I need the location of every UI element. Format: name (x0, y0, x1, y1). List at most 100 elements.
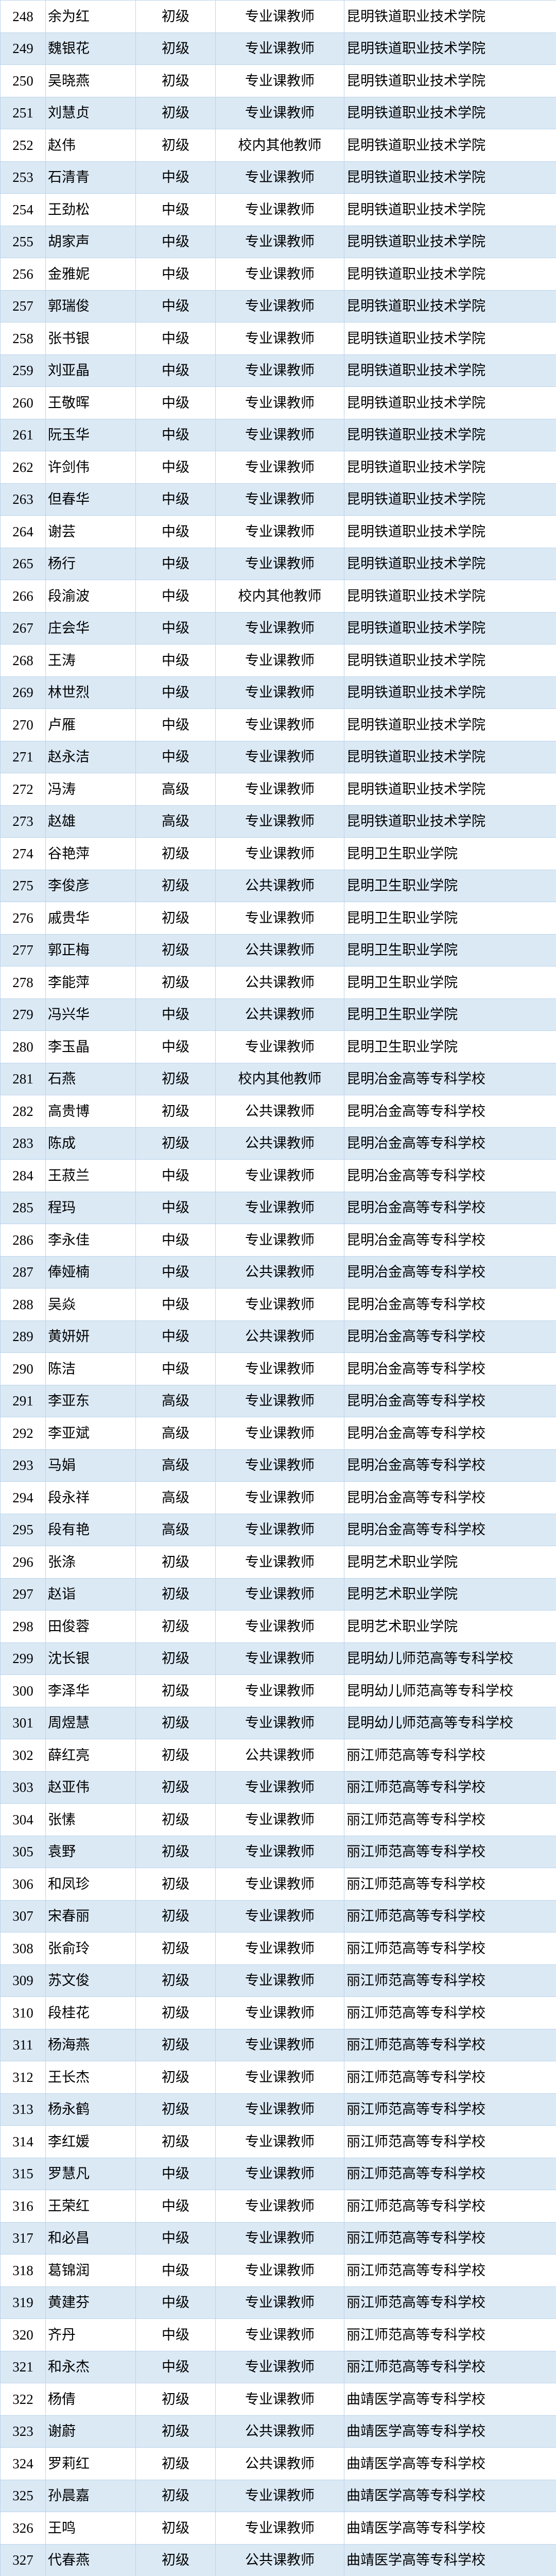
teacher-name-cell: 刘亚晶 (45, 354, 136, 387)
row-index-cell: 263 (0, 483, 46, 516)
teacher-level-cell: 中级 (135, 1191, 216, 1224)
teacher-level-cell: 初级 (135, 934, 216, 967)
teacher-category-cell: 公共课教师 (215, 1739, 344, 1772)
institution-cell: 昆明卫生职业学院 (344, 1030, 556, 1063)
teacher-category-cell: 专业课教师 (215, 1996, 344, 2029)
teacher-name-cell: 马娟 (45, 1449, 136, 1482)
row-index-cell: 302 (0, 1739, 46, 1772)
institution-cell: 丽江师范高等专科学校 (344, 2157, 556, 2190)
teacher-level-cell: 中级 (135, 1256, 216, 1289)
row-index-cell: 286 (0, 1224, 46, 1257)
teacher-level-cell: 初级 (135, 64, 216, 97)
institution-cell: 昆明冶金高等专科学校 (344, 1191, 556, 1224)
institution-cell: 丽江师范高等专科学校 (344, 2350, 556, 2383)
institution-cell: 昆明卫生职业学院 (344, 902, 556, 935)
row-index-cell: 281 (0, 1062, 46, 1095)
teacher-category-cell: 专业课教师 (215, 322, 344, 355)
teacher-category-cell: 专业课教师 (215, 2190, 344, 2223)
teacher-category-cell: 专业课教师 (215, 515, 344, 548)
table-row: 275 李俊彦 初级 公共课教师 昆明卫生职业学院 (0, 869, 556, 902)
institution-cell: 昆明冶金高等专科学校 (344, 1127, 556, 1160)
institution-cell: 昆明铁道职业技术学院 (344, 129, 556, 162)
institution-cell: 昆明冶金高等专科学校 (344, 1256, 556, 1289)
teacher-name-cell: 王荣红 (45, 2190, 136, 2223)
institution-cell: 昆明卫生职业学院 (344, 966, 556, 999)
teacher-level-cell: 中级 (135, 644, 216, 677)
teacher-level-cell: 初级 (135, 32, 216, 65)
institution-cell: 昆明铁道职业技术学院 (344, 290, 556, 323)
institution-cell: 昆明冶金高等专科学校 (344, 1384, 556, 1417)
teacher-name-cell: 赵亚伟 (45, 1771, 136, 1804)
teacher-level-cell: 中级 (135, 1288, 216, 1321)
teacher-level-cell: 中级 (135, 290, 216, 323)
row-index-cell: 296 (0, 1546, 46, 1579)
teacher-category-cell: 公共课教师 (215, 869, 344, 902)
table-row: 265 杨行 中级 专业课教师 昆明铁道职业技术学院 (0, 547, 556, 580)
teacher-name-cell: 赵永洁 (45, 740, 136, 773)
institution-cell: 昆明铁道职业技术学院 (344, 161, 556, 194)
institution-cell: 丽江师范高等专科学校 (344, 1835, 556, 1868)
teacher-name-cell: 段渝波 (45, 580, 136, 613)
teacher-category-cell: 专业课教师 (215, 258, 344, 291)
institution-cell: 昆明铁道职业技术学院 (344, 322, 556, 355)
teacher-name-cell: 苏文俊 (45, 1964, 136, 1997)
teacher-category-cell: 专业课教师 (215, 451, 344, 484)
table-row: 284 王菽兰 中级 专业课教师 昆明冶金高等专科学校 (0, 1159, 556, 1192)
table-row: 270 卢雁 中级 专业课教师 昆明铁道职业技术学院 (0, 708, 556, 741)
row-index-cell: 288 (0, 1288, 46, 1321)
teacher-category-cell: 专业课教师 (215, 2125, 344, 2158)
table-row: 303 赵亚伟 初级 专业课教师 丽江师范高等专科学校 (0, 1771, 556, 1804)
teacher-category-cell: 专业课教师 (215, 2028, 344, 2061)
row-index-cell: 254 (0, 193, 46, 226)
teacher-category-cell: 专业课教师 (215, 483, 344, 516)
teacher-level-cell: 中级 (135, 225, 216, 258)
teacher-level-cell: 中级 (135, 2318, 216, 2351)
teacher-level-cell: 初级 (135, 1964, 216, 1997)
institution-cell: 丽江师范高等专科学校 (344, 2093, 556, 2126)
teacher-level-cell: 初级 (135, 1674, 216, 1707)
teacher-level-cell: 高级 (135, 1481, 216, 1514)
row-index-cell: 299 (0, 1642, 46, 1675)
teacher-category-cell: 公共课教师 (215, 2415, 344, 2448)
table-row: 257 郭瑞俊 中级 专业课教师 昆明铁道职业技术学院 (0, 290, 556, 323)
table-row: 321 和永杰 中级 专业课教师 丽江师范高等专科学校 (0, 2350, 556, 2383)
institution-cell: 丽江师范高等专科学校 (344, 2125, 556, 2158)
teacher-name-cell: 段有艳 (45, 1513, 136, 1546)
teacher-level-cell: 初级 (135, 2447, 216, 2480)
teacher-name-cell: 李能萍 (45, 966, 136, 999)
teacher-category-cell: 专业课教师 (215, 1546, 344, 1579)
institution-cell: 昆明铁道职业技术学院 (344, 644, 556, 677)
teacher-name-cell: 郭正梅 (45, 934, 136, 967)
institution-cell: 昆明铁道职业技术学院 (344, 258, 556, 291)
teacher-name-cell: 黄妍妍 (45, 1320, 136, 1353)
teacher-level-cell: 高级 (135, 1417, 216, 1450)
institution-cell: 丽江师范高等专科学校 (344, 2318, 556, 2351)
teacher-name-cell: 赵雄 (45, 805, 136, 838)
teacher-name-cell: 王涛 (45, 644, 136, 677)
institution-cell: 曲靖医学高等专科学校 (344, 2447, 556, 2480)
teacher-level-cell: 中级 (135, 2157, 216, 2190)
institution-cell: 昆明冶金高等专科学校 (344, 1159, 556, 1192)
institution-cell: 昆明艺术职业学院 (344, 1546, 556, 1579)
row-index-cell: 265 (0, 547, 46, 580)
teacher-category-cell: 专业课教师 (215, 1352, 344, 1385)
row-index-cell: 300 (0, 1674, 46, 1707)
teacher-level-cell: 初级 (135, 2061, 216, 2094)
table-row: 307 宋春丽 初级 专业课教师 丽江师范高等专科学校 (0, 1900, 556, 1933)
table-row: 271 赵永洁 中级 专业课教师 昆明铁道职业技术学院 (0, 740, 556, 773)
row-index-cell: 304 (0, 1803, 46, 1836)
teacher-category-cell: 专业课教师 (215, 2286, 344, 2319)
table-row: 317 和必昌 中级 专业课教师 丽江师范高等专科学校 (0, 2222, 556, 2255)
row-index-cell: 295 (0, 1513, 46, 1546)
teacher-name-cell: 罗慧凡 (45, 2157, 136, 2190)
teacher-category-cell: 公共课教师 (215, 1095, 344, 1128)
table-row: 295 段有艳 高级 专业课教师 昆明冶金高等专科学校 (0, 1513, 556, 1546)
teacher-level-cell: 中级 (135, 547, 216, 580)
teacher-category-cell: 专业课教师 (215, 354, 344, 387)
teacher-category-cell: 专业课教师 (215, 1900, 344, 1933)
teacher-name-cell: 王劲松 (45, 193, 136, 226)
table-row: 311 杨海燕 初级 专业课教师 丽江师范高等专科学校 (0, 2028, 556, 2061)
teacher-name-cell: 葛锦润 (45, 2254, 136, 2287)
row-index-cell: 322 (0, 2383, 46, 2416)
teacher-level-cell: 中级 (135, 1030, 216, 1063)
